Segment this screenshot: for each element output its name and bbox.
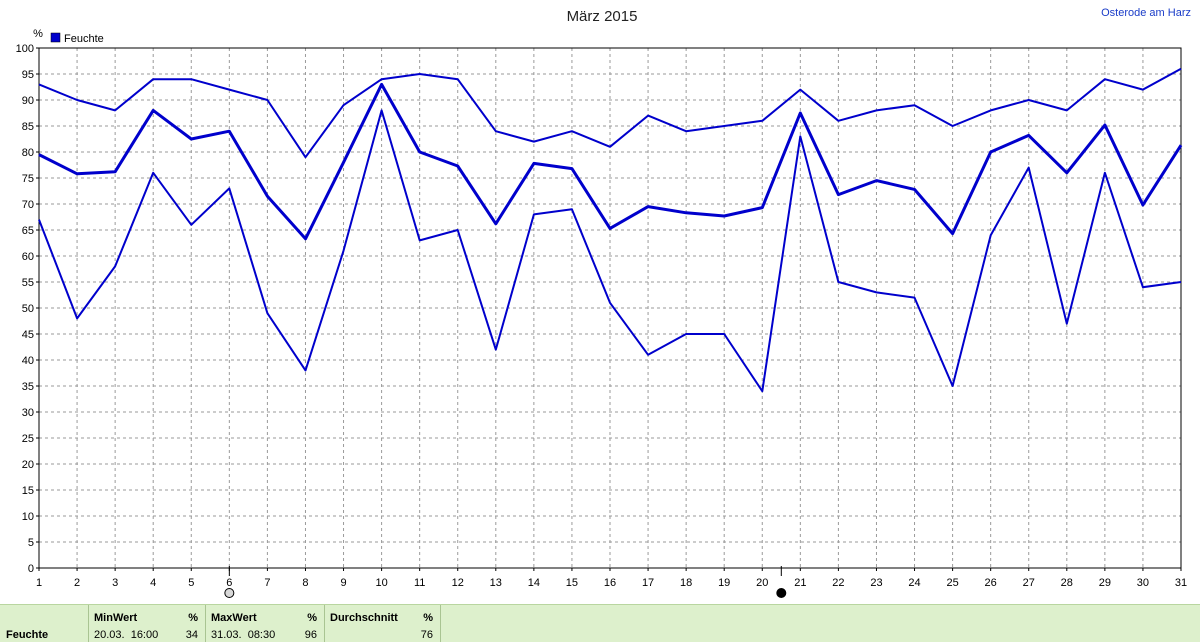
series-lines [38, 67, 1183, 393]
y-tick-label: 65 [22, 225, 34, 237]
stats-row-label-cell: Feuchte [0, 605, 89, 642]
x-tick-label: 24 [908, 577, 920, 589]
y-tick-label: 0 [28, 563, 34, 575]
avg-header: Durchschnitt [330, 612, 398, 624]
x-tick-label: 12 [452, 577, 464, 589]
x-tick-label: 10 [375, 577, 387, 589]
min-time: 20.03. 16:00 [94, 629, 159, 641]
x-tick-label: 16 [604, 577, 616, 589]
y-tick-label: 55 [22, 277, 34, 289]
max-time: 31.03. 08:30 [211, 629, 276, 641]
y-tick-label: 10 [22, 511, 34, 523]
stats-bar: Feuchte MinWert % 20.03. 16:00 34 MaxWer… [0, 604, 1200, 642]
stats-avg-cell: Durchschnitt % 76 [325, 605, 441, 642]
x-tick-label: 25 [946, 577, 958, 589]
min-unit: % [188, 612, 198, 624]
y-tick-label: 15 [22, 485, 34, 497]
y-tick-label: 30 [22, 407, 34, 419]
x-tick-label: 14 [528, 577, 540, 589]
y-tick-label: 90 [22, 95, 34, 107]
y-tick-label: 95 [22, 69, 34, 81]
x-tick-label: 21 [794, 577, 806, 589]
series-line-average [38, 82, 1183, 241]
grid-lines [39, 48, 1181, 568]
stats-row-label: Feuchte [6, 629, 49, 641]
x-tick-label: 6 [226, 577, 232, 589]
max-unit: % [307, 612, 317, 624]
x-tick-label: 8 [302, 577, 308, 589]
filled-circle-icon [776, 588, 787, 598]
y-tick-label: 50 [22, 303, 34, 315]
stats-max-cell: MaxWert % 31.03. 08:30 96 [206, 605, 325, 642]
y-tick-label: 75 [22, 173, 34, 185]
avg-value: 76 [420, 629, 433, 641]
max-value: 96 [304, 629, 317, 641]
y-tick-label: 5 [28, 537, 34, 549]
x-tick-label: 13 [490, 577, 502, 589]
y-tick-label: 70 [22, 199, 34, 211]
y-axis-unit: % [33, 28, 43, 40]
x-tick-label: 19 [718, 577, 730, 589]
x-tick-label: 9 [340, 577, 346, 589]
stats-min-cell: MinWert % 20.03. 16:00 34 [89, 605, 206, 642]
y-tick-label: 45 [22, 329, 34, 341]
y-tick-label: 60 [22, 251, 34, 263]
x-tick-label: 23 [870, 577, 882, 589]
x-tick-label: 20 [756, 577, 768, 589]
x-tick-label: 2 [74, 577, 80, 589]
y-tick-label: 40 [22, 355, 34, 367]
x-tick-label: 11 [414, 577, 425, 589]
open-circle-icon [224, 588, 235, 598]
min-header: MinWert [94, 612, 138, 624]
x-tick-label: 31 [1175, 577, 1187, 589]
y-tick-label: 85 [22, 121, 34, 133]
x-tick-label: 1 [36, 577, 42, 589]
x-tick-label: 5 [188, 577, 194, 589]
humidity-chart: März 2015 Osterode am Harz % Feuchte 0 5 1… [15, 7, 1191, 598]
x-tick-label: 15 [566, 577, 578, 589]
series-line-min [38, 109, 1182, 393]
chart-title: März 2015 [567, 8, 638, 25]
y-tick-label: 20 [22, 459, 34, 471]
x-axis-ticks: 1 2 3 4 5 6 7 8 9 10 11 12 13 14 15 16 17 18 19 20 21 22 23 24 2… [36, 568, 1187, 589]
day-markers [224, 566, 787, 598]
min-value: 34 [185, 629, 198, 641]
x-tick-label: 26 [985, 577, 997, 589]
x-tick-label: 3 [112, 577, 118, 589]
station-name[interactable]: Osterode am Harz [1101, 7, 1191, 19]
avg-unit: % [423, 612, 433, 624]
x-tick-label: 30 [1137, 577, 1149, 589]
x-tick-label: 4 [150, 577, 156, 589]
y-tick-label: 100 [16, 43, 34, 55]
x-tick-label: 22 [832, 577, 844, 589]
legend-label: Feuchte [64, 33, 104, 45]
y-tick-label: 35 [22, 381, 34, 393]
x-tick-label: 29 [1099, 577, 1111, 589]
x-tick-label: 28 [1061, 577, 1073, 589]
series-line-max [38, 67, 1182, 159]
legend-swatch [50, 32, 61, 43]
plot-frame [38, 47, 1182, 569]
y-tick-label: 80 [22, 147, 34, 159]
y-tick-label: 25 [22, 433, 34, 445]
max-header: MaxWert [211, 612, 257, 624]
x-tick-label: 27 [1023, 577, 1035, 589]
y-axis-ticks: 0 5 10 15 20 25 30 35 40 45 50 55 60 65 70 75 80 85 90 95 10… [16, 43, 39, 575]
x-tick-label: 7 [264, 577, 270, 589]
x-tick-label: 17 [642, 577, 654, 589]
x-tick-label: 18 [680, 577, 692, 589]
